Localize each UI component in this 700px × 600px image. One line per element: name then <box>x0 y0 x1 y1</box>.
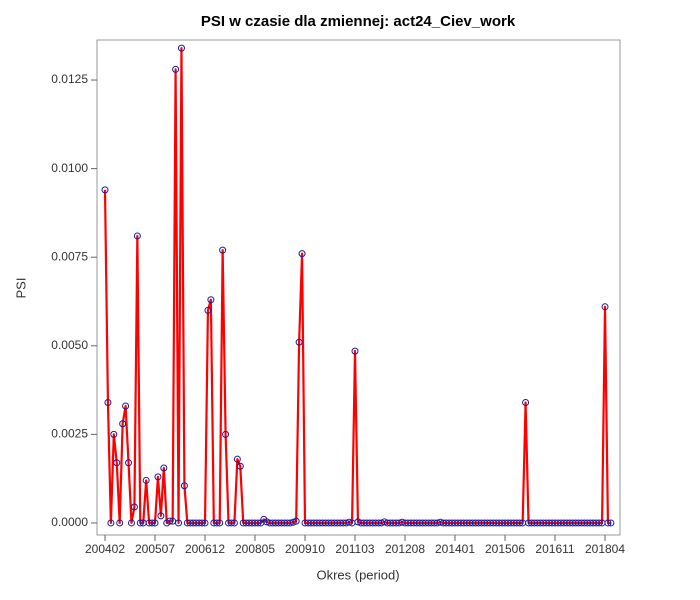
x-tick-label: 201401 <box>435 542 475 556</box>
data-point <box>227 519 235 527</box>
y-tick-label: 0.0050 <box>51 338 88 352</box>
data-point <box>198 519 206 527</box>
data-point <box>154 473 162 481</box>
data-point <box>180 482 188 490</box>
data-point <box>119 420 127 428</box>
data-point <box>110 430 118 438</box>
data-point <box>233 455 241 463</box>
data-point <box>133 232 141 240</box>
y-tick-label: 0.0100 <box>51 161 88 175</box>
data-point <box>104 398 112 406</box>
data-point <box>607 519 615 527</box>
x-tick-label: 201103 <box>335 542 374 556</box>
x-tick-label: 200402 <box>85 542 125 556</box>
data-point <box>345 518 353 526</box>
data-point <box>175 519 183 527</box>
data-point <box>295 338 303 346</box>
data-point <box>292 517 300 525</box>
data-point <box>125 459 133 467</box>
data-point <box>166 517 174 525</box>
data-point <box>595 519 603 527</box>
data-point <box>116 519 124 527</box>
data-point <box>127 519 135 527</box>
x-axis-title: Okres (period) <box>316 567 399 582</box>
plot-frame <box>96 39 621 536</box>
data-point <box>351 347 359 355</box>
data-point <box>516 519 524 527</box>
x-tick-label: 201804 <box>585 542 625 556</box>
data-point <box>204 306 212 314</box>
data-point <box>207 296 215 304</box>
data-point <box>230 519 238 527</box>
data-point <box>107 519 115 527</box>
data-point <box>172 65 180 73</box>
data-point <box>289 518 297 526</box>
data-point <box>222 430 230 438</box>
x-tick-label: 200507 <box>135 542 175 556</box>
data-point <box>177 44 185 52</box>
data-point <box>216 519 224 527</box>
data-point <box>148 519 156 527</box>
data-point <box>213 519 221 527</box>
data-point <box>136 519 144 527</box>
data-point <box>130 503 138 511</box>
data-point <box>601 303 609 311</box>
x-tick-label: 200805 <box>235 542 275 556</box>
data-point <box>157 512 165 520</box>
data-point <box>254 519 262 527</box>
x-tick-label: 200612 <box>185 542 225 556</box>
data-point <box>604 519 612 527</box>
data-point <box>101 186 109 194</box>
data-point <box>122 402 130 410</box>
y-tick-label: 0.0075 <box>51 249 88 263</box>
data-point <box>113 459 121 467</box>
x-tick-label: 201208 <box>385 542 425 556</box>
y-tick-label: 0.0025 <box>51 427 88 441</box>
y-tick-label: 0.0000 <box>51 515 88 529</box>
data-point <box>298 250 306 258</box>
y-tick-label: 0.0125 <box>51 72 88 86</box>
data-point <box>142 476 150 484</box>
x-tick-label: 201611 <box>535 542 574 556</box>
data-point <box>151 519 159 527</box>
data-point <box>160 464 168 472</box>
data-point <box>236 462 244 470</box>
x-tick-label: 200910 <box>285 542 325 556</box>
chart-title: PSI w czasie dla zmiennej: act24_Ciev_wo… <box>201 13 516 30</box>
data-point <box>219 246 227 254</box>
data-point <box>201 519 209 527</box>
x-tick-label: 201506 <box>485 542 525 556</box>
y-axis-title: PSI <box>13 278 28 299</box>
data-point <box>522 398 530 406</box>
